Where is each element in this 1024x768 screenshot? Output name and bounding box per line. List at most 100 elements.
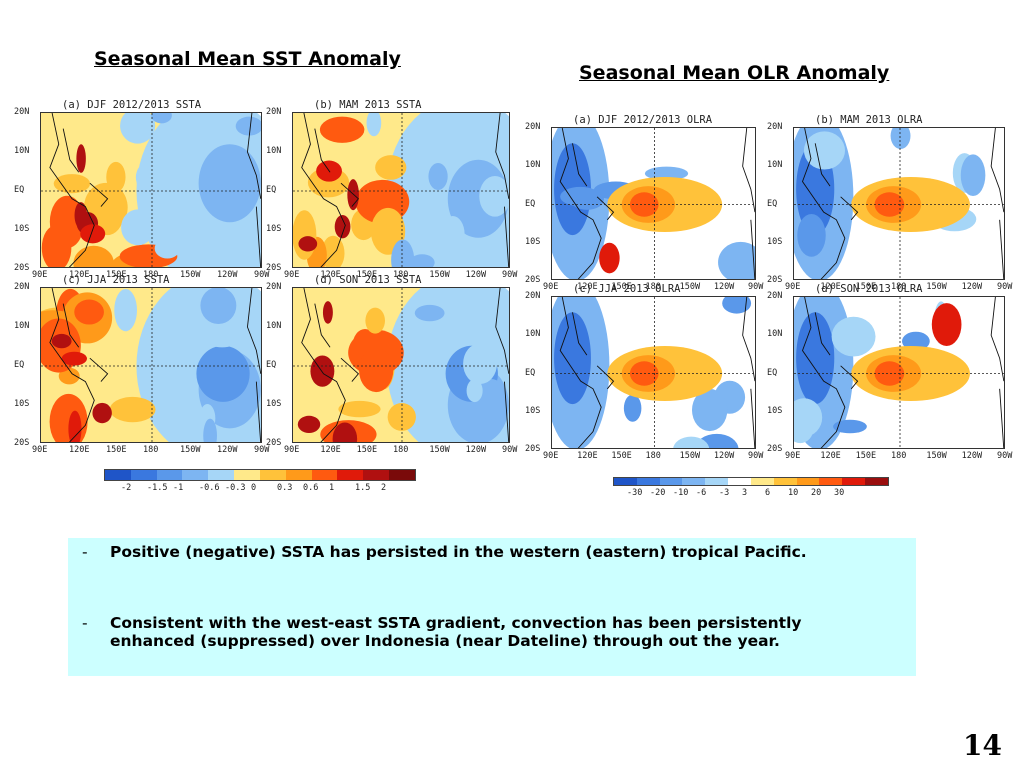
lon-label: 180 [645, 282, 661, 292]
lon-label: 120E [320, 270, 341, 280]
sst-map-d [292, 287, 510, 443]
lon-label: 150W [429, 445, 450, 455]
lon-label: 90W [502, 270, 518, 280]
colorbar-swatch [311, 470, 338, 480]
lat-label: 20N [14, 107, 30, 117]
lat-label: 20S [14, 438, 30, 448]
lat-label: 10S [14, 399, 30, 409]
lat-label: 10N [525, 329, 541, 340]
lat-label: 10S [525, 405, 541, 416]
lon-label: 180 [143, 445, 159, 455]
lon-label: 150E [855, 451, 877, 461]
lon-label: 90E [543, 451, 559, 461]
lon-label: 90E [543, 282, 559, 292]
colorbar-label: -2 [121, 483, 132, 493]
panel-title: (d) SON 2013 SSTA [314, 274, 422, 286]
lon-label: 150E [356, 445, 378, 455]
lon-label: 150W [180, 270, 201, 280]
lat-label: EQ [525, 367, 536, 378]
colorbar-label: 3 [742, 488, 748, 498]
lat-label: 20S [767, 444, 783, 454]
colorbar-swatch [636, 478, 660, 485]
colorbar-swatch [389, 470, 415, 480]
colorbar-swatch [182, 470, 209, 480]
lon-label: 150E [611, 451, 632, 461]
panel-title: (b) MAM 2013 SSTA [314, 99, 422, 111]
summary-bullet-1: - Positive (negative) SSTA has persisted… [82, 543, 880, 561]
colorbar-label: 0.3 [277, 483, 293, 493]
colorbar-swatch [682, 478, 706, 485]
lon-label: 120E [577, 282, 598, 292]
colorbar-label: 2 [381, 483, 387, 493]
colorbar-swatch [156, 470, 183, 480]
lat-label: 10S [525, 236, 541, 247]
lat-label: 20N [525, 122, 541, 132]
lat-label: 20N [266, 107, 282, 117]
lon-label: 120E [320, 445, 341, 455]
lat-label: 20S [266, 438, 282, 448]
bullet-text: Consistent with the west-east SSTA gradi… [110, 614, 802, 650]
lat-label: 10N [767, 160, 783, 171]
lon-label: 180 [393, 445, 409, 455]
olr-colorbar [613, 477, 889, 486]
colorbar-swatch [773, 478, 797, 485]
lat-label: EQ [14, 360, 25, 370]
lat-label: 20N [14, 282, 30, 292]
lat-label: EQ [525, 198, 536, 209]
sst-heading: Seasonal Mean SST Anomaly [94, 48, 401, 70]
page-number: 14 [963, 729, 1002, 762]
panel-title: (a) DJF 2012/2013 OLRA [573, 114, 713, 126]
lon-label: 120W [465, 445, 487, 455]
lat-label: 10N [14, 321, 30, 331]
lat-label: 10N [525, 160, 541, 171]
lon-label: 90W [997, 451, 1013, 461]
lon-label: 120W [217, 445, 238, 455]
lon-label: 120W [961, 282, 983, 292]
lon-label: 180 [891, 451, 907, 461]
lon-label: 180 [143, 270, 159, 280]
lon-label: 150W [926, 282, 947, 292]
lat-label: 20N [767, 291, 783, 301]
lat-label: 20N [266, 282, 282, 292]
lat-label: 20S [525, 444, 541, 454]
lon-label: 120W [713, 282, 735, 292]
colorbar-label: -3 [719, 488, 730, 498]
lat-label: EQ [14, 185, 25, 195]
lon-label: 90E [32, 270, 48, 280]
lon-label: 90W [997, 282, 1013, 292]
lon-label: 150E [356, 270, 378, 280]
lon-label: 150W [679, 282, 701, 292]
sst-colorbar [104, 469, 416, 481]
summary-box: - Positive (negative) SSTA has persisted… [68, 538, 916, 676]
bullet-dash: - [82, 614, 88, 632]
panel-title: (c) JJA 2013 OLRA [573, 283, 681, 295]
lon-label: 120W [713, 451, 735, 461]
lon-label: 150W [429, 270, 450, 280]
panel-title: (d) SON 2013 OLRA [815, 283, 923, 295]
lon-label: 120E [69, 445, 90, 455]
lat-label: 20S [525, 275, 541, 285]
lon-label: 120E [577, 451, 598, 461]
lat-label: 10N [266, 146, 282, 156]
lon-label: 180 [891, 282, 907, 292]
lon-label: 90W [254, 445, 270, 455]
lat-label: 10N [14, 146, 30, 156]
colorbar-swatch [363, 470, 390, 480]
lat-label: 10N [266, 321, 282, 331]
lon-label: 90W [502, 445, 518, 455]
panel-title: (a) DJF 2012/2013 SSTA [62, 99, 202, 111]
colorbar-label: 10 [788, 488, 799, 498]
lon-label: 120W [961, 451, 983, 461]
colorbar-swatch [614, 478, 637, 485]
lon-label: 90E [785, 451, 801, 461]
colorbar-label: -1.5 [147, 483, 168, 493]
colorbar-swatch [705, 478, 729, 485]
colorbar-swatch [337, 470, 364, 480]
colorbar-swatch [130, 470, 157, 480]
olr-map-c [551, 296, 756, 449]
colorbar-label: 1 [329, 483, 335, 493]
colorbar-swatch [842, 478, 866, 485]
lon-label: 90W [254, 270, 270, 280]
colorbar-label: 0.6 [303, 483, 319, 493]
colorbar-label: -6 [696, 488, 707, 498]
